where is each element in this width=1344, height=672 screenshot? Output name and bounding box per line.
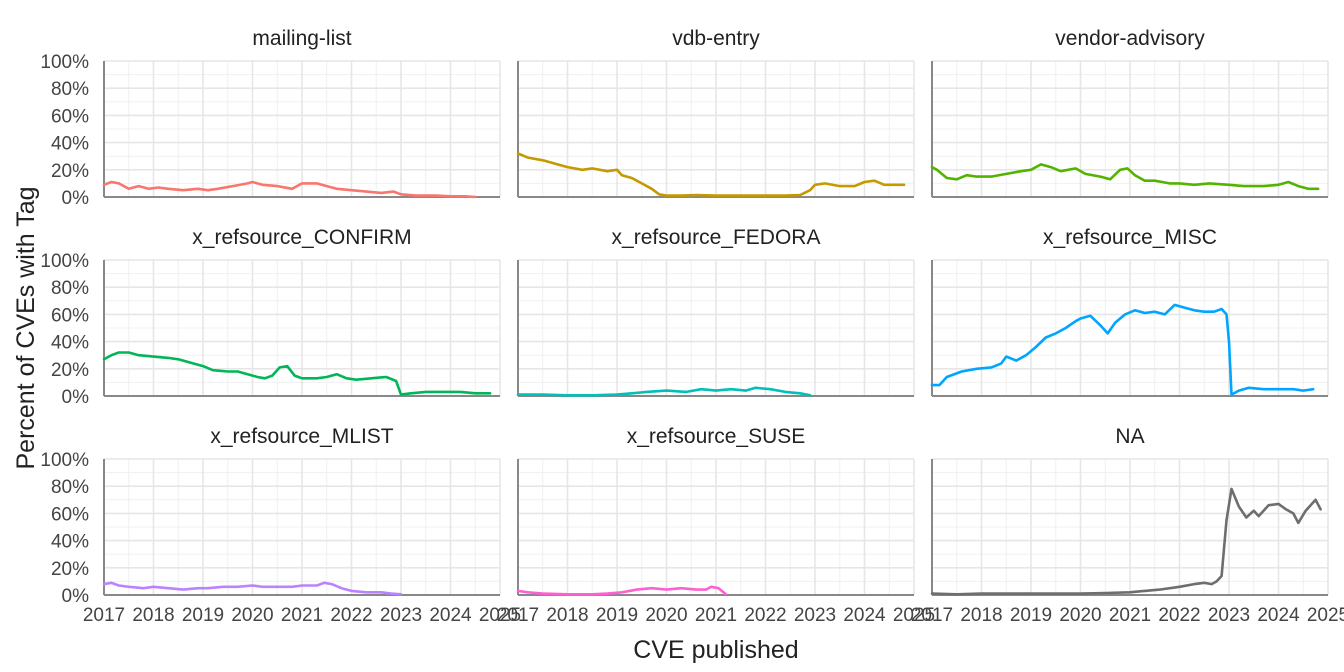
series-line-x-refsource-misc — [930, 303, 1315, 396]
x-tick-label: 2025 — [479, 605, 521, 626]
x-tick-label: 2022 — [744, 605, 786, 626]
y-tick-label: 60% — [51, 106, 89, 127]
series-line-na — [930, 487, 1322, 596]
x-tick-label: 2024 — [843, 605, 886, 626]
panel-x-refsource-fedora: x_refsource_FEDORA — [516, 226, 915, 397]
x-tick-label: 2018 — [546, 605, 588, 626]
x-tick-label: 2023 — [380, 605, 422, 626]
x-tick-label: 2020 — [231, 605, 273, 626]
panel-title: NA — [1115, 425, 1144, 448]
x-tick-label: 2025 — [893, 605, 935, 626]
x-tick-label: 2020 — [645, 605, 687, 626]
x-tick-label: 2019 — [182, 605, 224, 626]
x-tick-label: 2019 — [1010, 605, 1052, 626]
y-tick-label: 100% — [40, 52, 89, 73]
series-line-mailing-list — [102, 180, 477, 199]
x-tick-label: 2021 — [1109, 605, 1151, 626]
x-tick-label: 2025 — [1307, 605, 1344, 626]
series-line-x-refsource-suse — [516, 585, 728, 596]
panel-title: mailing-list — [252, 27, 351, 50]
y-tick-label: 100% — [40, 450, 89, 471]
y-tick-label: 40% — [51, 532, 89, 553]
x-tick-label: 2017 — [497, 605, 539, 626]
series-line-vendor-advisory — [930, 163, 1320, 191]
series-line-x-refsource-confirm — [102, 351, 492, 396]
x-tick-label: 2022 — [330, 605, 372, 626]
panel-x-refsource-suse: x_refsource_SUSE 2017 2018 2019 2020 2021 2022… — [497, 425, 935, 626]
x-tick-label: 2022 — [1158, 605, 1200, 626]
y-tick-label: 60% — [51, 305, 89, 326]
panel-title: x_refsource_CONFIRM — [192, 226, 411, 249]
x-tick-label: 2023 — [1208, 605, 1250, 626]
series-line-vdb-entry — [516, 152, 906, 197]
x-tick-label: 2021 — [281, 605, 323, 626]
y-tick-label: 80% — [51, 278, 89, 299]
panel-vdb-entry: vdb-entry — [516, 27, 915, 198]
panel-title: x_refsource_FEDORA — [612, 226, 821, 249]
series-line-x-refsource-mlist — [102, 581, 403, 596]
y-tick-label: 20% — [51, 161, 89, 182]
y-tick-label: 100% — [40, 251, 89, 272]
y-tick-label: 40% — [51, 134, 89, 155]
y-tick-label: 60% — [51, 504, 89, 525]
panel-x-refsource-confirm: x_refsource_CONFIRM 0% 20% 40% 60% 80% 100% — [40, 226, 501, 408]
x-tick-label: 2024 — [1257, 605, 1300, 626]
panel-x-refsource-misc: x_refsource_MISC — [930, 226, 1329, 397]
y-tick-label: 40% — [51, 333, 89, 354]
panel-title: vdb-entry — [672, 27, 760, 50]
x-tick-label: 2024 — [429, 605, 472, 626]
facet-panels: mailing-list 0% 20% 40% 60% 80% 100% vdb-entry v… — [40, 27, 1344, 626]
panel-title: x_refsource_MISC — [1043, 226, 1217, 249]
panel-x-refsource-mlist: x_refsource_MLIST 0% 20% 40% 60% 80% 100% 2017 2… — [40, 425, 521, 626]
y-tick-label: 0% — [62, 586, 90, 607]
y-axis-title: Percent of CVEs with Tag — [12, 186, 40, 469]
x-tick-label: 2017 — [911, 605, 953, 626]
panel-na: NA 2017 2018 2019 2020 2021 2022 2023 2024 2025 — [911, 425, 1344, 626]
y-tick-label: 20% — [51, 360, 89, 381]
y-tick-label: 0% — [62, 188, 90, 209]
panel-title: x_refsource_MLIST — [210, 425, 393, 448]
series-line-x-refsource-fedora — [516, 386, 812, 397]
x-tick-label: 2018 — [960, 605, 1002, 626]
y-tick-label: 80% — [51, 79, 89, 100]
x-tick-label: 2021 — [695, 605, 737, 626]
panel-title: x_refsource_SUSE — [627, 425, 806, 448]
x-tick-label: 2018 — [132, 605, 174, 626]
x-tick-label: 2023 — [794, 605, 836, 626]
panel-vendor-advisory: vendor-advisory — [930, 27, 1329, 198]
x-tick-label: 2019 — [596, 605, 638, 626]
y-tick-label: 20% — [51, 559, 89, 580]
y-tick-label: 80% — [51, 477, 89, 498]
panel-title: vendor-advisory — [1055, 27, 1205, 50]
x-tick-label: 2017 — [83, 605, 125, 626]
x-tick-label: 2020 — [1059, 605, 1101, 626]
panel-mailing-list: mailing-list 0% 20% 40% 60% 80% 100% — [40, 27, 501, 209]
x-axis-title: CVE published — [633, 636, 798, 664]
y-tick-label: 0% — [62, 387, 90, 408]
